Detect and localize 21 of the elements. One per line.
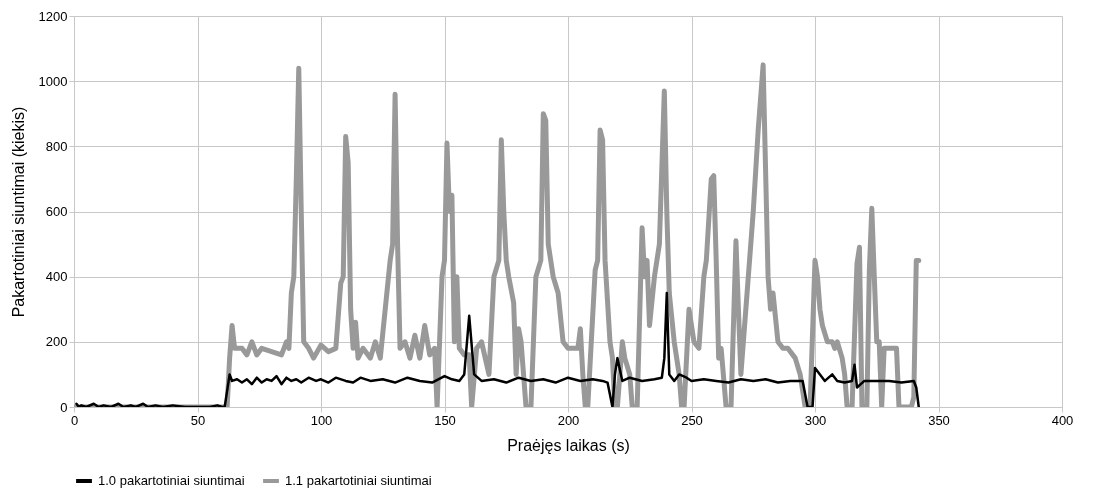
y-axis-title: Pakartotiniai siuntimai (kiekis) [9, 106, 27, 318]
y-tick-label: 200 [45, 334, 68, 350]
y-tick-label: 800 [45, 138, 68, 154]
x-tick-label: 100 [310, 412, 333, 428]
y-tick-label: 600 [45, 204, 68, 219]
y-tick-label: 1000 [38, 73, 68, 89]
legend-label: 1.0 pakartotiniai siuntimai [98, 473, 245, 488]
x-tick-label: 250 [681, 412, 703, 428]
legend-label: 1.1 pakartotiniai siuntimai [285, 473, 432, 488]
x-tick-label: 300 [804, 412, 827, 428]
x-tick-label: 200 [557, 412, 580, 428]
y-tick-label: 0 [60, 399, 68, 415]
x-tick-label: 350 [928, 412, 950, 428]
x-axis-title: Praėjęs laikas (s) [507, 436, 630, 454]
x-tick-label: 50 [190, 412, 206, 428]
y-tick-label: 400 [45, 269, 68, 285]
x-tick-label: 400 [1051, 412, 1074, 428]
x-tick-label: 150 [434, 412, 456, 428]
y-tick-label: 1200 [38, 8, 68, 24]
x-tick-label: 0 [70, 412, 79, 428]
line-series [75, 291, 920, 407]
